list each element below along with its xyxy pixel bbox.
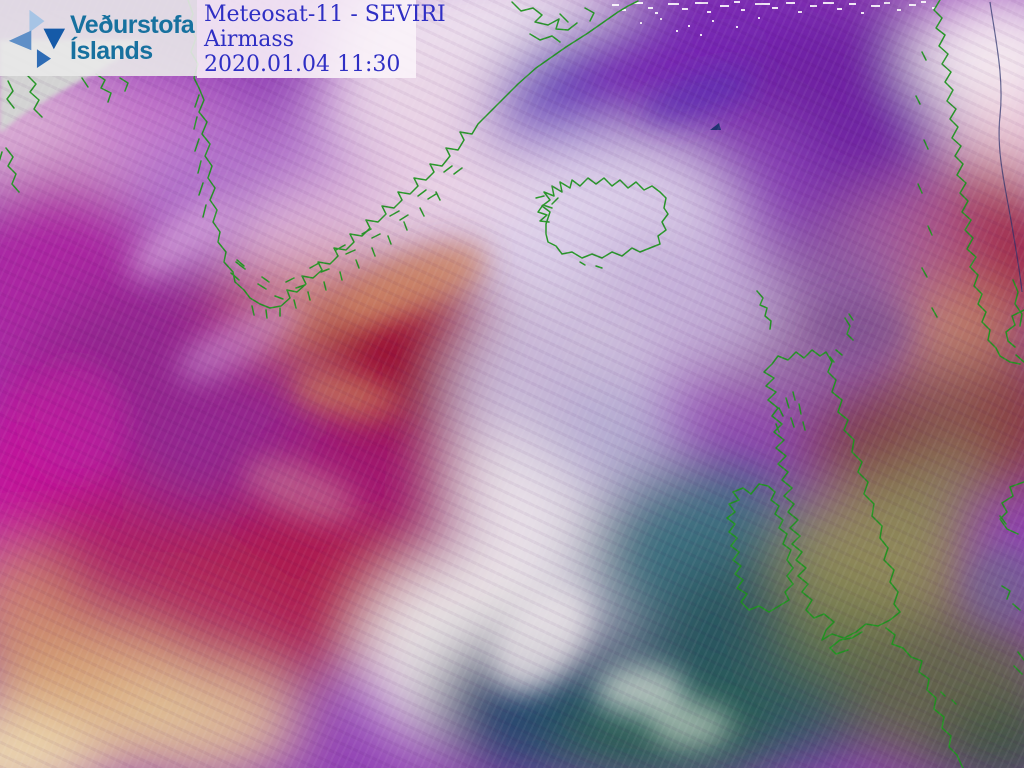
coastline-faroe-islands (756, 290, 772, 330)
logo-title-line1: Veðurstofa (70, 11, 195, 39)
logo-title-line2: Íslands (70, 37, 153, 65)
border-norway-sweden (989, 1, 1023, 293)
coastline-denmark (999, 309, 1024, 535)
logo-box: Veðurstofa Íslands (0, 0, 197, 76)
coastline-great-britain (763, 349, 901, 655)
coastline-greenland (0, 0, 639, 319)
coastline-france (885, 585, 1024, 768)
coastline-ireland (726, 483, 794, 613)
product-name-line: Airmass (204, 27, 294, 52)
logo-wordmark: Veðurstofa Íslands (70, 11, 195, 65)
logo-triangle-middark (36, 49, 51, 68)
coastline-norway (915, 0, 1023, 365)
scan-noise-speckles (612, 1, 936, 36)
product-info: Meteosat-11 - SEVIRI Airmass 2020.01.04 … (197, 0, 446, 78)
logo-triangle-mid (8, 30, 32, 51)
vedurstofa-logo-icon (8, 9, 66, 68)
coastline-shetland-orkney (829, 313, 854, 363)
coastline-iceland (535, 177, 669, 269)
logo-triangle-dark (43, 28, 66, 50)
logo-triangle-light (29, 9, 45, 33)
airmass-detail-clouds (25, 68, 1024, 747)
product-satellite-line: Meteosat-11 - SEVIRI (204, 2, 446, 27)
data-artifact-mark (710, 123, 721, 130)
product-timestamp-line: 2020.01.04 11:30 (204, 52, 401, 77)
